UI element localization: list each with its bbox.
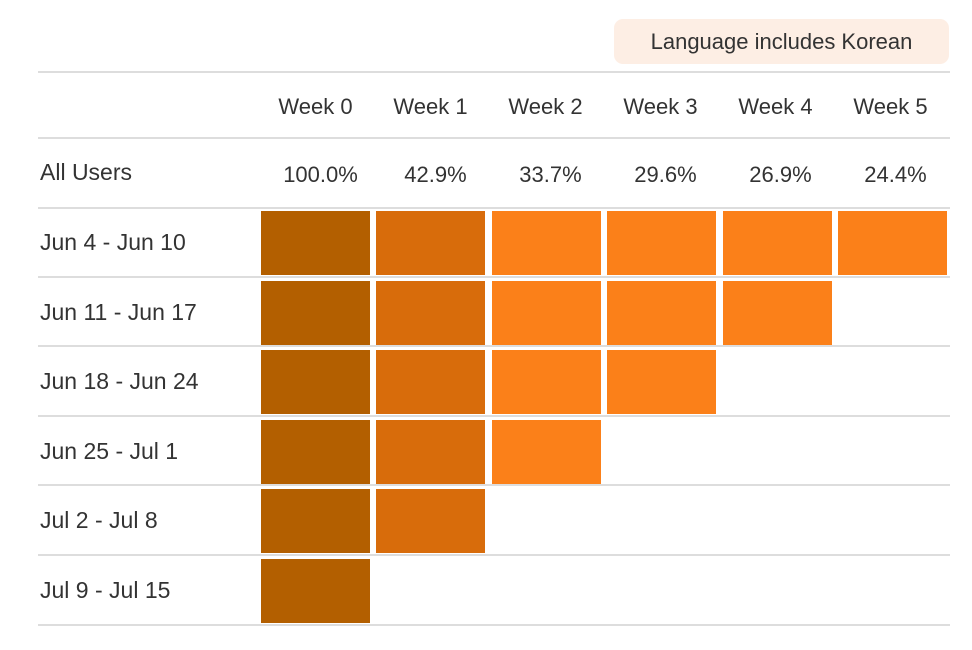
all-users-value-3: 29.6%: [634, 162, 697, 187]
row-divider: [38, 345, 950, 348]
retention-cell[interactable]: [491, 280, 601, 345]
cohort-label: Jun 11 - Jun 17: [40, 298, 197, 325]
week-header-4: Week 4: [738, 94, 813, 119]
all-users-value-5: 24.4%: [864, 162, 927, 187]
cohort-label: Jun 25 - Jul 1: [40, 437, 179, 464]
retention-cell[interactable]: [838, 211, 947, 275]
retention-cell[interactable]: [491, 350, 601, 415]
all-users-value-2: 33.7%: [519, 162, 582, 187]
all-users-value-1: 42.9%: [404, 162, 467, 187]
cohort-label: Jul 2 - Jul 8: [40, 507, 158, 534]
all-users-value-0: 100.0%: [283, 162, 358, 187]
retention-cell[interactable]: [376, 211, 486, 275]
week-header-5: Week 5: [853, 94, 928, 119]
retention-cell[interactable]: [261, 489, 370, 554]
cohort-label: Jun 18 - Jun 24: [40, 368, 199, 395]
week-header-3: Week 3: [623, 94, 698, 119]
divider-header: [38, 137, 950, 139]
retention-cell[interactable]: [376, 280, 486, 345]
retention-cell[interactable]: [376, 419, 486, 484]
retention-cell[interactable]: [376, 489, 486, 554]
retention-cell[interactable]: [376, 350, 486, 415]
retention-cell[interactable]: [607, 350, 717, 415]
row-divider: [38, 414, 950, 417]
cohort-label: Jul 9 - Jul 15: [40, 577, 171, 603]
retention-cell[interactable]: [607, 280, 717, 345]
cohort-label: Jun 4 - Jun 10: [40, 229, 186, 255]
retention-cell[interactable]: [261, 559, 370, 623]
filter-chip[interactable]: Language includes Korean: [614, 19, 949, 64]
row-divider: [38, 623, 950, 626]
all-users-label: All Users: [40, 159, 133, 185]
divider-summary: [38, 207, 950, 209]
row-divider: [38, 554, 950, 556]
retention-cell[interactable]: [722, 280, 832, 345]
retention-cell[interactable]: [491, 211, 601, 275]
week-header-0: Week 0: [278, 94, 353, 119]
row-divider: [38, 275, 950, 278]
retention-cell[interactable]: [261, 350, 370, 415]
week-header-2: Week 2: [508, 94, 583, 119]
retention-cell[interactable]: [491, 419, 601, 484]
retention-cell[interactable]: [261, 211, 370, 275]
retention-cell[interactable]: [261, 419, 370, 484]
row-divider: [38, 484, 950, 487]
all-users-value-4: 26.9%: [749, 162, 812, 187]
retention-cell[interactable]: [261, 280, 370, 345]
retention-cell[interactable]: [607, 211, 717, 275]
retention-cell[interactable]: [722, 211, 832, 275]
week-header-1: Week 1: [393, 94, 468, 119]
divider-top: [38, 71, 950, 73]
